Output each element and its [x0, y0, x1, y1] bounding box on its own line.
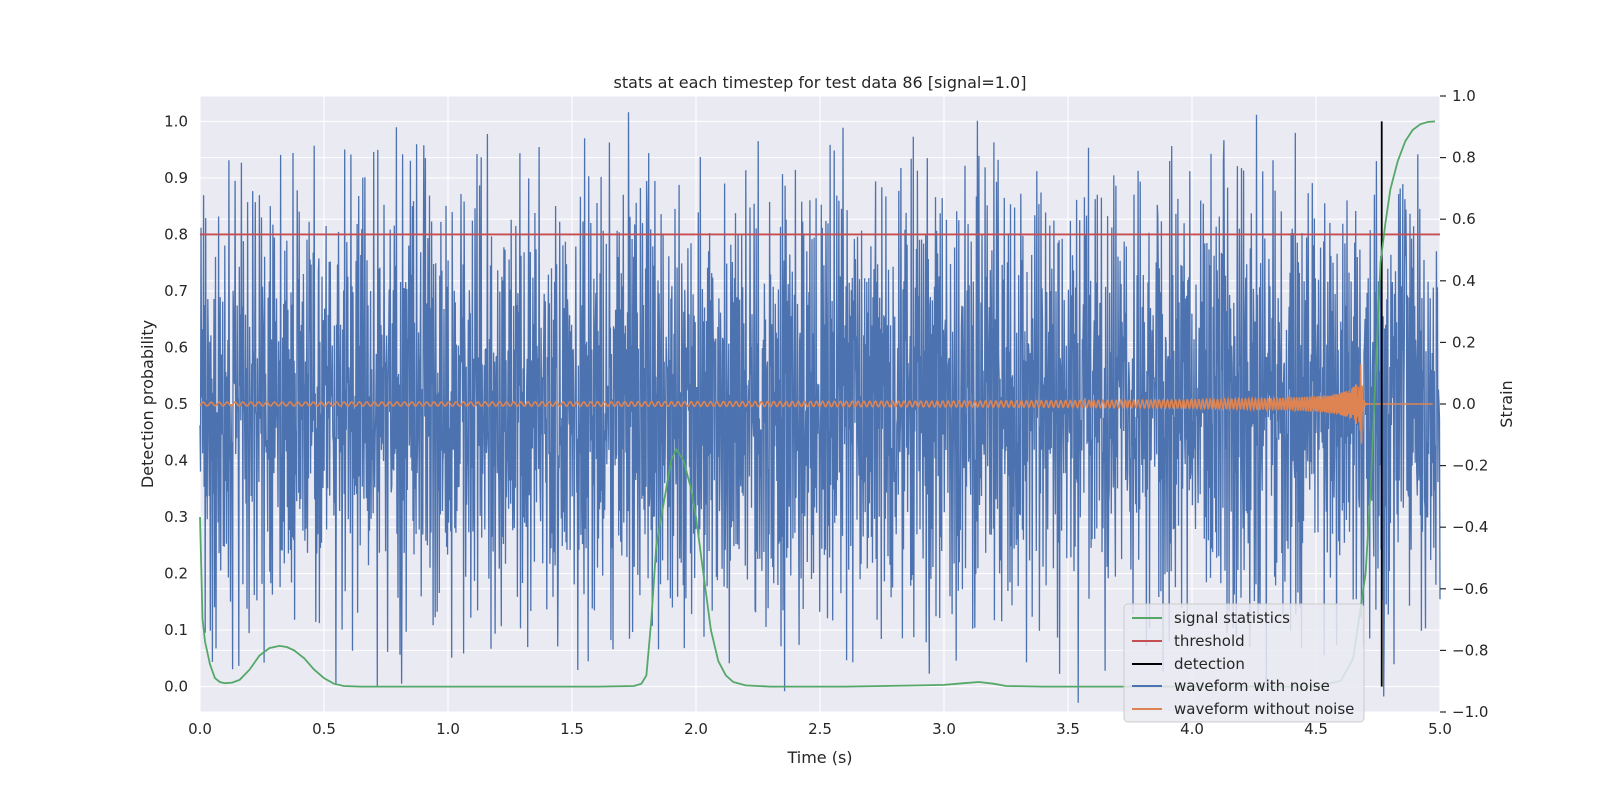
- y-right-tick-label: 0.2: [1452, 333, 1476, 351]
- y-left-tick-label: 0.8: [164, 225, 188, 243]
- y-left-tick-label: 0.1: [164, 621, 188, 639]
- y-left-tick-label: 0.4: [164, 452, 188, 470]
- y-left-tick-label: 1.0: [164, 112, 188, 130]
- legend-label: threshold: [1174, 632, 1245, 650]
- x-tick-label: 4.5: [1304, 720, 1328, 738]
- y-left-tick-label: 0.7: [164, 282, 188, 300]
- y-right-tick-label: 0.8: [1452, 149, 1476, 167]
- series-waveform-with-noise: [199, 112, 1441, 703]
- y-right-tick-label: −0.6: [1452, 580, 1488, 598]
- y-left-tick-label: 0.0: [164, 678, 188, 696]
- x-tick-label: 2.0: [684, 720, 708, 738]
- legend-label: detection: [1174, 655, 1245, 673]
- legend-item: waveform without noise: [1132, 700, 1354, 718]
- x-tick-label: 1.5: [560, 720, 584, 738]
- chart-title: stats at each timestep for test data 86 …: [614, 73, 1027, 92]
- x-tick-label: 5.0: [1428, 720, 1452, 738]
- x-tick-label: 3.5: [1056, 720, 1080, 738]
- y-right-tick-label: 0.6: [1452, 210, 1476, 228]
- y-left-tick-label: 0.3: [164, 508, 188, 526]
- y-left-tick-label: 0.6: [164, 338, 188, 356]
- x-axis-ticks: 0.0 0.5 1.0 1.5 2.0 2.5 3.0 3.5 4.0 4.5 5.0: [188, 720, 1452, 738]
- y-left-axis-ticks: 0.0 0.1 0.2 0.3 0.4 0.5 0.6 0.7 0.8 0.9 1.0: [164, 112, 188, 695]
- legend-label: waveform without noise: [1174, 700, 1354, 718]
- y-right-tick-label: −0.4: [1452, 518, 1488, 536]
- y-right-tick-label: −0.2: [1452, 457, 1488, 475]
- legend-item: detection: [1132, 655, 1245, 673]
- y-right-axis-label: Strain: [1497, 380, 1516, 427]
- series-waveform-without-noise: [199, 364, 1433, 444]
- y-right-tick-label: 0.0: [1452, 395, 1476, 413]
- x-tick-label: 0.5: [312, 720, 336, 738]
- y-right-tick-label: 0.4: [1452, 272, 1476, 290]
- y-right-axis-ticks: −1.0 −0.8 −0.6 −0.4 −0.2 0.0 0.2 0.4 0.6 0.8 1.0: [1440, 87, 1488, 721]
- legend-box: [1123, 603, 1365, 723]
- y-right-tick-label: −0.8: [1452, 641, 1488, 659]
- series-layer: [199, 112, 1441, 703]
- legend-label: waveform with noise: [1174, 677, 1330, 695]
- y-right-tick-label: 1.0: [1452, 87, 1476, 105]
- y-left-tick-label: 0.5: [164, 395, 188, 413]
- y-left-tick-label: 0.2: [164, 565, 188, 583]
- series-signal-statistics: [199, 120, 1436, 688]
- x-tick-label: 2.5: [808, 720, 832, 738]
- legend-label: signal statistics: [1174, 609, 1290, 627]
- y-left-axis-label: Detection probability: [138, 320, 157, 488]
- legend: signal statistics threshold detection wa…: [1123, 603, 1365, 723]
- x-tick-label: 4.0: [1180, 720, 1204, 738]
- x-axis-label: Time (s): [786, 748, 852, 767]
- legend-item: threshold: [1132, 632, 1245, 650]
- legend-item: waveform with noise: [1132, 677, 1330, 695]
- x-tick-label: 1.0: [436, 720, 460, 738]
- x-tick-label: 0.0: [188, 720, 212, 738]
- y-right-tick-label: −1.0: [1452, 703, 1488, 721]
- legend-item: signal statistics: [1132, 609, 1290, 627]
- y-left-tick-label: 0.9: [164, 169, 188, 187]
- x-tick-label: 3.0: [932, 720, 956, 738]
